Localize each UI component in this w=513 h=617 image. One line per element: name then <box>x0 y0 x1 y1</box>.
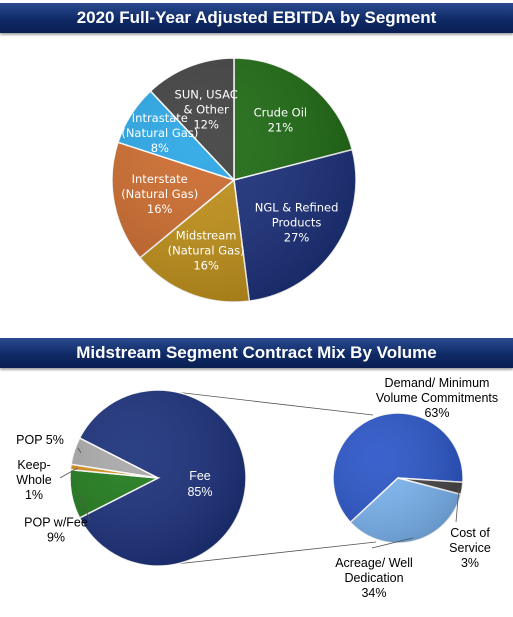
ebitda-slice-sun-usac-other-label: SUN, USAC <box>175 88 238 102</box>
fee-breakdown-slice-demand-minimum-volume-commitments-value: 63% <box>424 406 449 420</box>
contract-mix-slice-pop-5-label: POP 5% <box>16 433 64 447</box>
ebitda-slice-interstate-natural-gas-label: (Natural Gas) <box>121 187 198 201</box>
ebitda-slice-intrastate-natural-gas-value: 8% <box>151 141 169 155</box>
contract-mix-leader-line <box>78 493 91 521</box>
ebitda-slice-interstate-natural-gas-label: Interstate <box>132 172 188 186</box>
fee-breakdown-slice-demand-minimum-volume-commitments-label: Volume Commitments <box>376 391 498 405</box>
contract-mix-slice-keep-whole-value: 1% <box>25 488 43 502</box>
contract-mix-slice-pop-w-fee-label: POP w/Fee <box>24 516 88 530</box>
ebitda-slice-ngl-refined-products-value: 27% <box>284 231 310 245</box>
fee-breakdown-slice-cost-of-service-label: Service <box>449 541 491 555</box>
fee-breakdown-leader-line <box>455 487 460 523</box>
contract-mix-pie <box>69 389 247 567</box>
ebitda-slice-crude-oil-label: Crude Oil <box>254 106 308 120</box>
contract-mix-slice-fee-value: 85% <box>187 485 212 499</box>
ebitda-slice-interstate-natural-gas-value: 16% <box>147 202 173 216</box>
fee-breakdown-pie <box>332 412 464 544</box>
fee-breakdown-leader-line <box>371 537 414 549</box>
ebitda-slice-intrastate-natural-gas-label: Intrastate <box>132 111 188 125</box>
ebitda-slice-ngl-refined-products-label: NGL & Refined <box>255 201 339 215</box>
ebitda-slice-sun-usac-other-label: & Other <box>184 103 230 117</box>
fee-breakdown-slice-acreage-well-dedication-label: Dedication <box>344 571 403 585</box>
ebitda-slice-sun-usac-other-value: 12% <box>193 118 219 132</box>
chart-title-ebitda: 2020 Full-Year Adjusted EBITDA by Segmen… <box>0 3 513 33</box>
fee-breakdown-slice-cost-of-service-value: 3% <box>461 556 479 570</box>
ebitda-slice-midstream-natural-gas-label: (Natural Gas) <box>168 243 245 257</box>
contract-mix-leader-line <box>77 447 82 454</box>
fee-breakdown-slice-acreage-well-dedication-value: 34% <box>361 586 386 600</box>
fee-breakdown-slice-cost-of-service-label: Cost of <box>450 526 490 540</box>
contract-mix-slice-fee-label: Fee <box>189 469 211 483</box>
ebitda-slice-midstream-natural-gas-label: Midstream <box>176 228 237 242</box>
contract-mix-slice-keep-whole-label: Keep- <box>17 458 50 472</box>
ebitda-slice-crude-oil-value: 21% <box>268 121 294 135</box>
ebitda-slice-midstream-natural-gas-value: 16% <box>193 258 219 272</box>
fee-breakdown-slice-acreage-well-dedication-label: Acreage/ Well <box>335 556 413 570</box>
fee-breakdown-slice-demand-minimum-volume-commitments-label: Demand/ Minimum <box>385 376 490 390</box>
ebitda-slice-ngl-refined-products-label: Products <box>272 216 322 230</box>
contract-mix-slice-pop-w-fee-value: 9% <box>47 531 65 545</box>
contract-mix-leader-line <box>59 467 78 479</box>
chart-title-contract-mix: Midstream Segment Contract Mix By Volume <box>0 338 513 368</box>
ebitda-slice-intrastate-natural-gas-label: (Natural Gas) <box>121 126 198 140</box>
contract-mix-slice-keep-whole-label: Whole <box>16 473 51 487</box>
